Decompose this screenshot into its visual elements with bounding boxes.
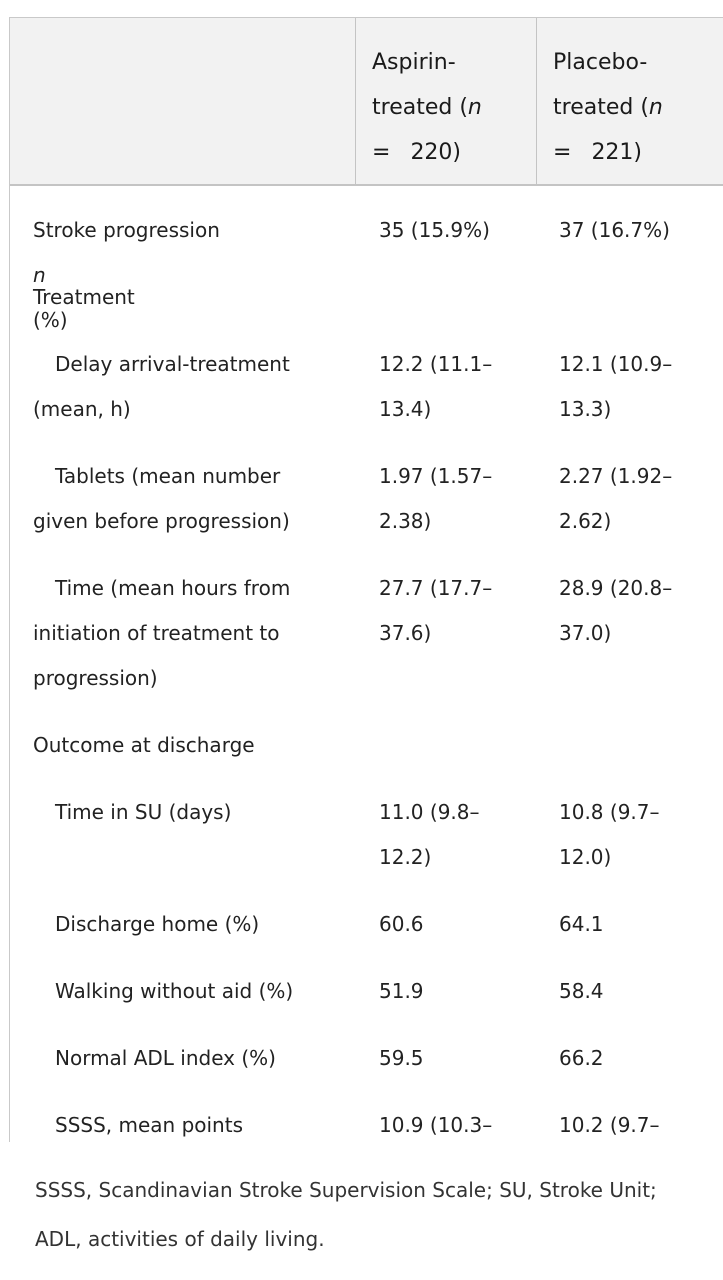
row-label: Stroke progression n (%) [33, 208, 333, 343]
aspirin-value: 59.5 [379, 1046, 424, 1070]
placebo-value-line1: 2.27 (1.92– [559, 464, 673, 488]
header-aspirin-line1: Aspirin- [372, 50, 456, 75]
row-label: Time in SU (days) [33, 790, 333, 835]
su-label: Time in SU (days) [55, 800, 232, 824]
header-aspirin-treated: treated ( [372, 95, 468, 120]
row-label: SSSS, mean points [33, 1103, 333, 1142]
placebo-value: 28.9 (20.8– 37.0) [559, 566, 719, 656]
row-label: Normal ADL index (%) [33, 1036, 333, 1081]
time-label-line1: Time (mean hours from [55, 576, 291, 600]
header-placebo-line1: Placebo- [553, 50, 648, 75]
aspirin-value: 60.6 [379, 912, 424, 936]
time-label-line3: progression) [33, 666, 158, 690]
footnote-line2: ADL, activities of daily living. [35, 1227, 325, 1251]
ssss-label: SSSS, mean points [55, 1113, 243, 1137]
placebo-value: 10.2 (9.7– [559, 1103, 719, 1142]
aspirin-value-line2: 37.6) [379, 621, 432, 645]
table-footnote: SSSS, Scandinavian Stroke Supervision Sc… [35, 1166, 695, 1264]
row-label: Tablets (mean number given before progre… [33, 454, 333, 544]
placebo-value-line1: 28.9 (20.8– [559, 576, 673, 600]
header-cell-empty [10, 18, 356, 184]
row-label: Discharge home (%) [33, 902, 333, 947]
aspirin-value: 10.9 (10.3– [379, 1103, 539, 1142]
aspirin-value-line2: 13.4) [379, 397, 432, 421]
placebo-value-line1: 12.1 (10.9– [559, 352, 673, 376]
placebo-value-line2: 12.0) [559, 845, 612, 869]
placebo-value: 66.2 [559, 1046, 604, 1070]
header-placebo-treated: treated ( [553, 95, 649, 120]
header-aspirin-line3: = 220) [372, 130, 524, 175]
placebo-value: 58.4 [559, 979, 604, 1003]
header-placebo-line3: = 221) [553, 130, 711, 175]
header-cell-aspirin: Aspirin- treated (n = 220) [356, 18, 537, 184]
header-placebo-line2: treated (n [553, 85, 711, 130]
header-aspirin-n-symbol: n [467, 95, 482, 120]
progression-label-pct: (%) [33, 308, 68, 332]
aspirin-value: 51.9 [379, 979, 424, 1003]
delay-label-line1: Delay arrival-treatment [55, 352, 290, 376]
header-placebo-n-symbol: n [648, 95, 663, 120]
footnote-line1: SSSS, Scandinavian Stroke Supervision Sc… [35, 1178, 657, 1202]
placebo-value-line2: 2.62) [559, 509, 612, 533]
progression-label-n: n [33, 263, 46, 287]
row-label: Time (mean hours from initiation of trea… [33, 566, 333, 701]
row-label: Delay arrival-treatment (mean, h) [33, 342, 333, 432]
table-header: Aspirin- treated (n = 220) Placebo- treat… [10, 18, 723, 186]
placebo-value-line2: 13.3) [559, 397, 612, 421]
placebo-value: 64.1 [559, 912, 604, 936]
adl-label: Normal ADL index (%) [55, 1046, 276, 1070]
section-label: Treatment [33, 285, 135, 309]
delay-label-line2: (mean, h) [33, 397, 131, 421]
placebo-value: 12.1 (10.9– 13.3) [559, 342, 719, 432]
aspirin-value: 27.7 (17.7– 37.6) [379, 566, 539, 656]
progression-label: Stroke progression n (%) [33, 208, 333, 343]
header-aspirin-line2: treated (n [372, 85, 524, 130]
row-label: Walking without aid (%) [33, 969, 333, 1014]
results-table[interactable]: Aspirin- treated (n = 220) Placebo- treat… [9, 17, 723, 1142]
header-aspirin-count: 220) [410, 140, 462, 165]
header-placebo-count: 221) [591, 140, 643, 165]
header-cell-placebo: Placebo- treated (n = 221) [537, 18, 723, 184]
placebo-value: 10.8 (9.7– 12.0) [559, 790, 719, 880]
header-aspirin-eq: = [372, 140, 391, 165]
aspirin-value-line1: 11.0 (9.8– [379, 800, 480, 824]
placebo-value-line1: 10.2 (9.7– [559, 1113, 660, 1137]
placebo-value-line1: 10.8 (9.7– [559, 800, 660, 824]
header-placebo-eq: = [553, 140, 572, 165]
time-label-line2: initiation of treatment to [33, 621, 280, 645]
walking-label: Walking without aid (%) [55, 979, 294, 1003]
aspirin-value-line2: 12.2) [379, 845, 432, 869]
section-label: Outcome at discharge [33, 733, 255, 757]
aspirin-value: 35 (15.9%) [379, 218, 490, 242]
tablets-label-line2: given before progression) [33, 509, 290, 533]
tablets-label-line1: Tablets (mean number [55, 464, 281, 488]
aspirin-value-line1: 10.9 (10.3– [379, 1113, 493, 1137]
aspirin-value-line1: 27.7 (17.7– [379, 576, 493, 600]
aspirin-value-line1: 1.97 (1.57– [379, 464, 493, 488]
aspirin-value: 12.2 (11.1– 13.4) [379, 342, 539, 432]
aspirin-value: 1.97 (1.57– 2.38) [379, 454, 539, 544]
placebo-value-line2: 37.0) [559, 621, 612, 645]
aspirin-value: 11.0 (9.8– 12.2) [379, 790, 539, 880]
home-label: Discharge home (%) [55, 912, 260, 936]
placebo-value: 37 (16.7%) [559, 218, 670, 242]
aspirin-value-line2: 2.38) [379, 509, 432, 533]
aspirin-value-line1: 12.2 (11.1– [379, 352, 493, 376]
progression-label-text: Stroke progression [33, 218, 220, 242]
placebo-value: 2.27 (1.92– 2.62) [559, 454, 719, 544]
